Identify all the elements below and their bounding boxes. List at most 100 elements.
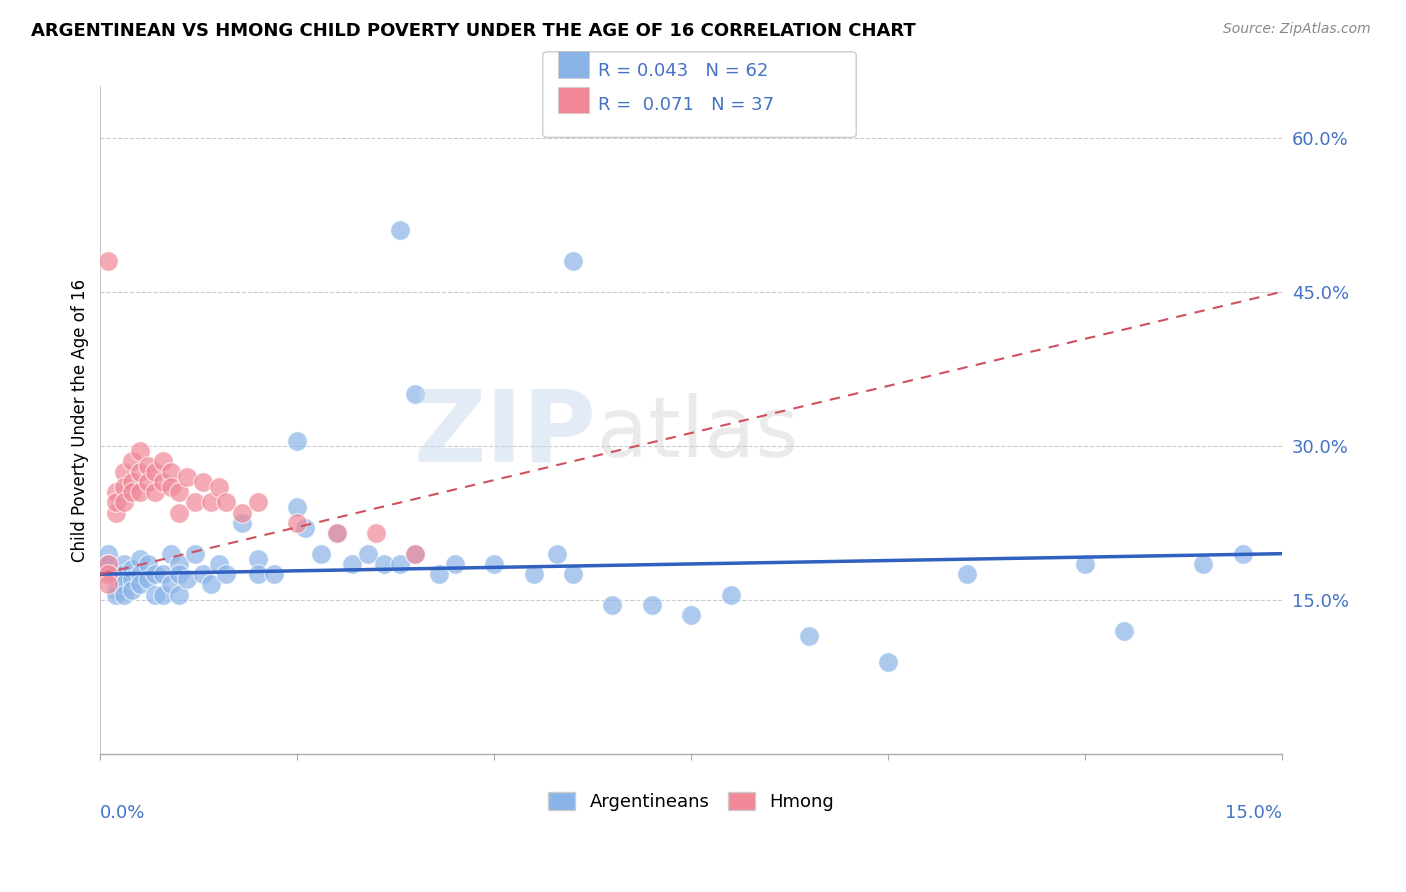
Point (246, 567, 269, 582)
Point (184, 495, 207, 509)
Point (373, 557, 395, 571)
Point (160, 577, 183, 591)
Point (309, 547, 332, 561)
Point (215, 567, 238, 582)
Point (443, 557, 465, 571)
Point (1192, 557, 1215, 571)
Point (285, 516, 308, 530)
Point (191, 567, 214, 582)
Point (357, 547, 380, 561)
Point (184, 547, 207, 561)
Point (152, 567, 174, 582)
Point (97, 547, 120, 561)
Point (325, 526, 347, 541)
Point (176, 469, 198, 483)
Point (128, 551, 150, 566)
Point (128, 567, 150, 582)
Point (263, 567, 285, 582)
Point (1114, 624, 1136, 638)
Point (128, 444, 150, 458)
Point (97, 557, 120, 571)
Point (112, 480, 135, 494)
Point (121, 582, 143, 597)
Point (160, 480, 183, 494)
Point (404, 387, 426, 401)
Text: atlas: atlas (596, 393, 799, 474)
Point (121, 454, 143, 468)
Point (136, 475, 159, 489)
Text: 15.0%: 15.0% (1225, 804, 1282, 822)
Point (231, 506, 253, 520)
Point (121, 475, 143, 489)
Point (121, 573, 143, 587)
Point (152, 588, 174, 602)
Point (176, 573, 198, 587)
Point (364, 526, 387, 541)
Point (641, 598, 664, 612)
Point (105, 567, 128, 582)
Point (167, 557, 190, 571)
Text: ZIP: ZIP (413, 385, 596, 482)
Point (546, 547, 568, 561)
Point (388, 557, 411, 571)
Point (128, 485, 150, 500)
Point (200, 577, 222, 591)
Point (602, 598, 624, 612)
Y-axis label: Child Poverty Under the Age of 16: Child Poverty Under the Age of 16 (72, 278, 89, 562)
Point (105, 588, 128, 602)
Point (167, 485, 190, 500)
Point (160, 547, 183, 561)
Point (105, 506, 128, 520)
Point (167, 506, 190, 520)
Point (112, 567, 135, 582)
Point (1074, 557, 1097, 571)
Point (152, 475, 174, 489)
Point (136, 459, 159, 474)
Point (97, 567, 120, 582)
Point (325, 526, 347, 541)
Point (294, 521, 316, 535)
Point (112, 557, 135, 571)
Text: 0.0%: 0.0% (100, 804, 146, 822)
Point (152, 454, 174, 468)
Point (112, 577, 135, 591)
Point (97, 577, 120, 591)
Point (877, 655, 900, 669)
Point (128, 465, 150, 479)
Text: Source: ZipAtlas.com: Source: ZipAtlas.com (1223, 22, 1371, 37)
Point (97, 254, 120, 268)
Point (231, 516, 253, 530)
Point (246, 495, 269, 509)
Point (562, 567, 585, 582)
Point (167, 588, 190, 602)
Text: ARGENTINEAN VS HMONG CHILD POVERTY UNDER THE AGE OF 16 CORRELATION CHART: ARGENTINEAN VS HMONG CHILD POVERTY UNDER… (31, 22, 915, 40)
Point (246, 551, 269, 566)
Point (121, 562, 143, 576)
Point (207, 480, 229, 494)
Point (562, 254, 585, 268)
Point (285, 500, 308, 515)
Point (112, 495, 135, 509)
Point (523, 567, 546, 582)
Point (200, 495, 222, 509)
Point (136, 573, 159, 587)
Point (427, 567, 450, 582)
Point (97, 557, 120, 571)
Point (681, 608, 703, 623)
Point (136, 557, 159, 571)
Point (956, 567, 979, 582)
Point (215, 495, 238, 509)
Legend: Argentineans, Hmong: Argentineans, Hmong (541, 785, 841, 818)
Point (145, 588, 167, 602)
Point (105, 485, 128, 500)
Point (160, 465, 183, 479)
Point (404, 547, 426, 561)
Point (1232, 547, 1254, 561)
Point (167, 567, 190, 582)
Point (145, 465, 167, 479)
Point (388, 223, 411, 237)
Point (342, 557, 364, 571)
Point (128, 577, 150, 591)
Point (484, 557, 506, 571)
Point (720, 588, 742, 602)
